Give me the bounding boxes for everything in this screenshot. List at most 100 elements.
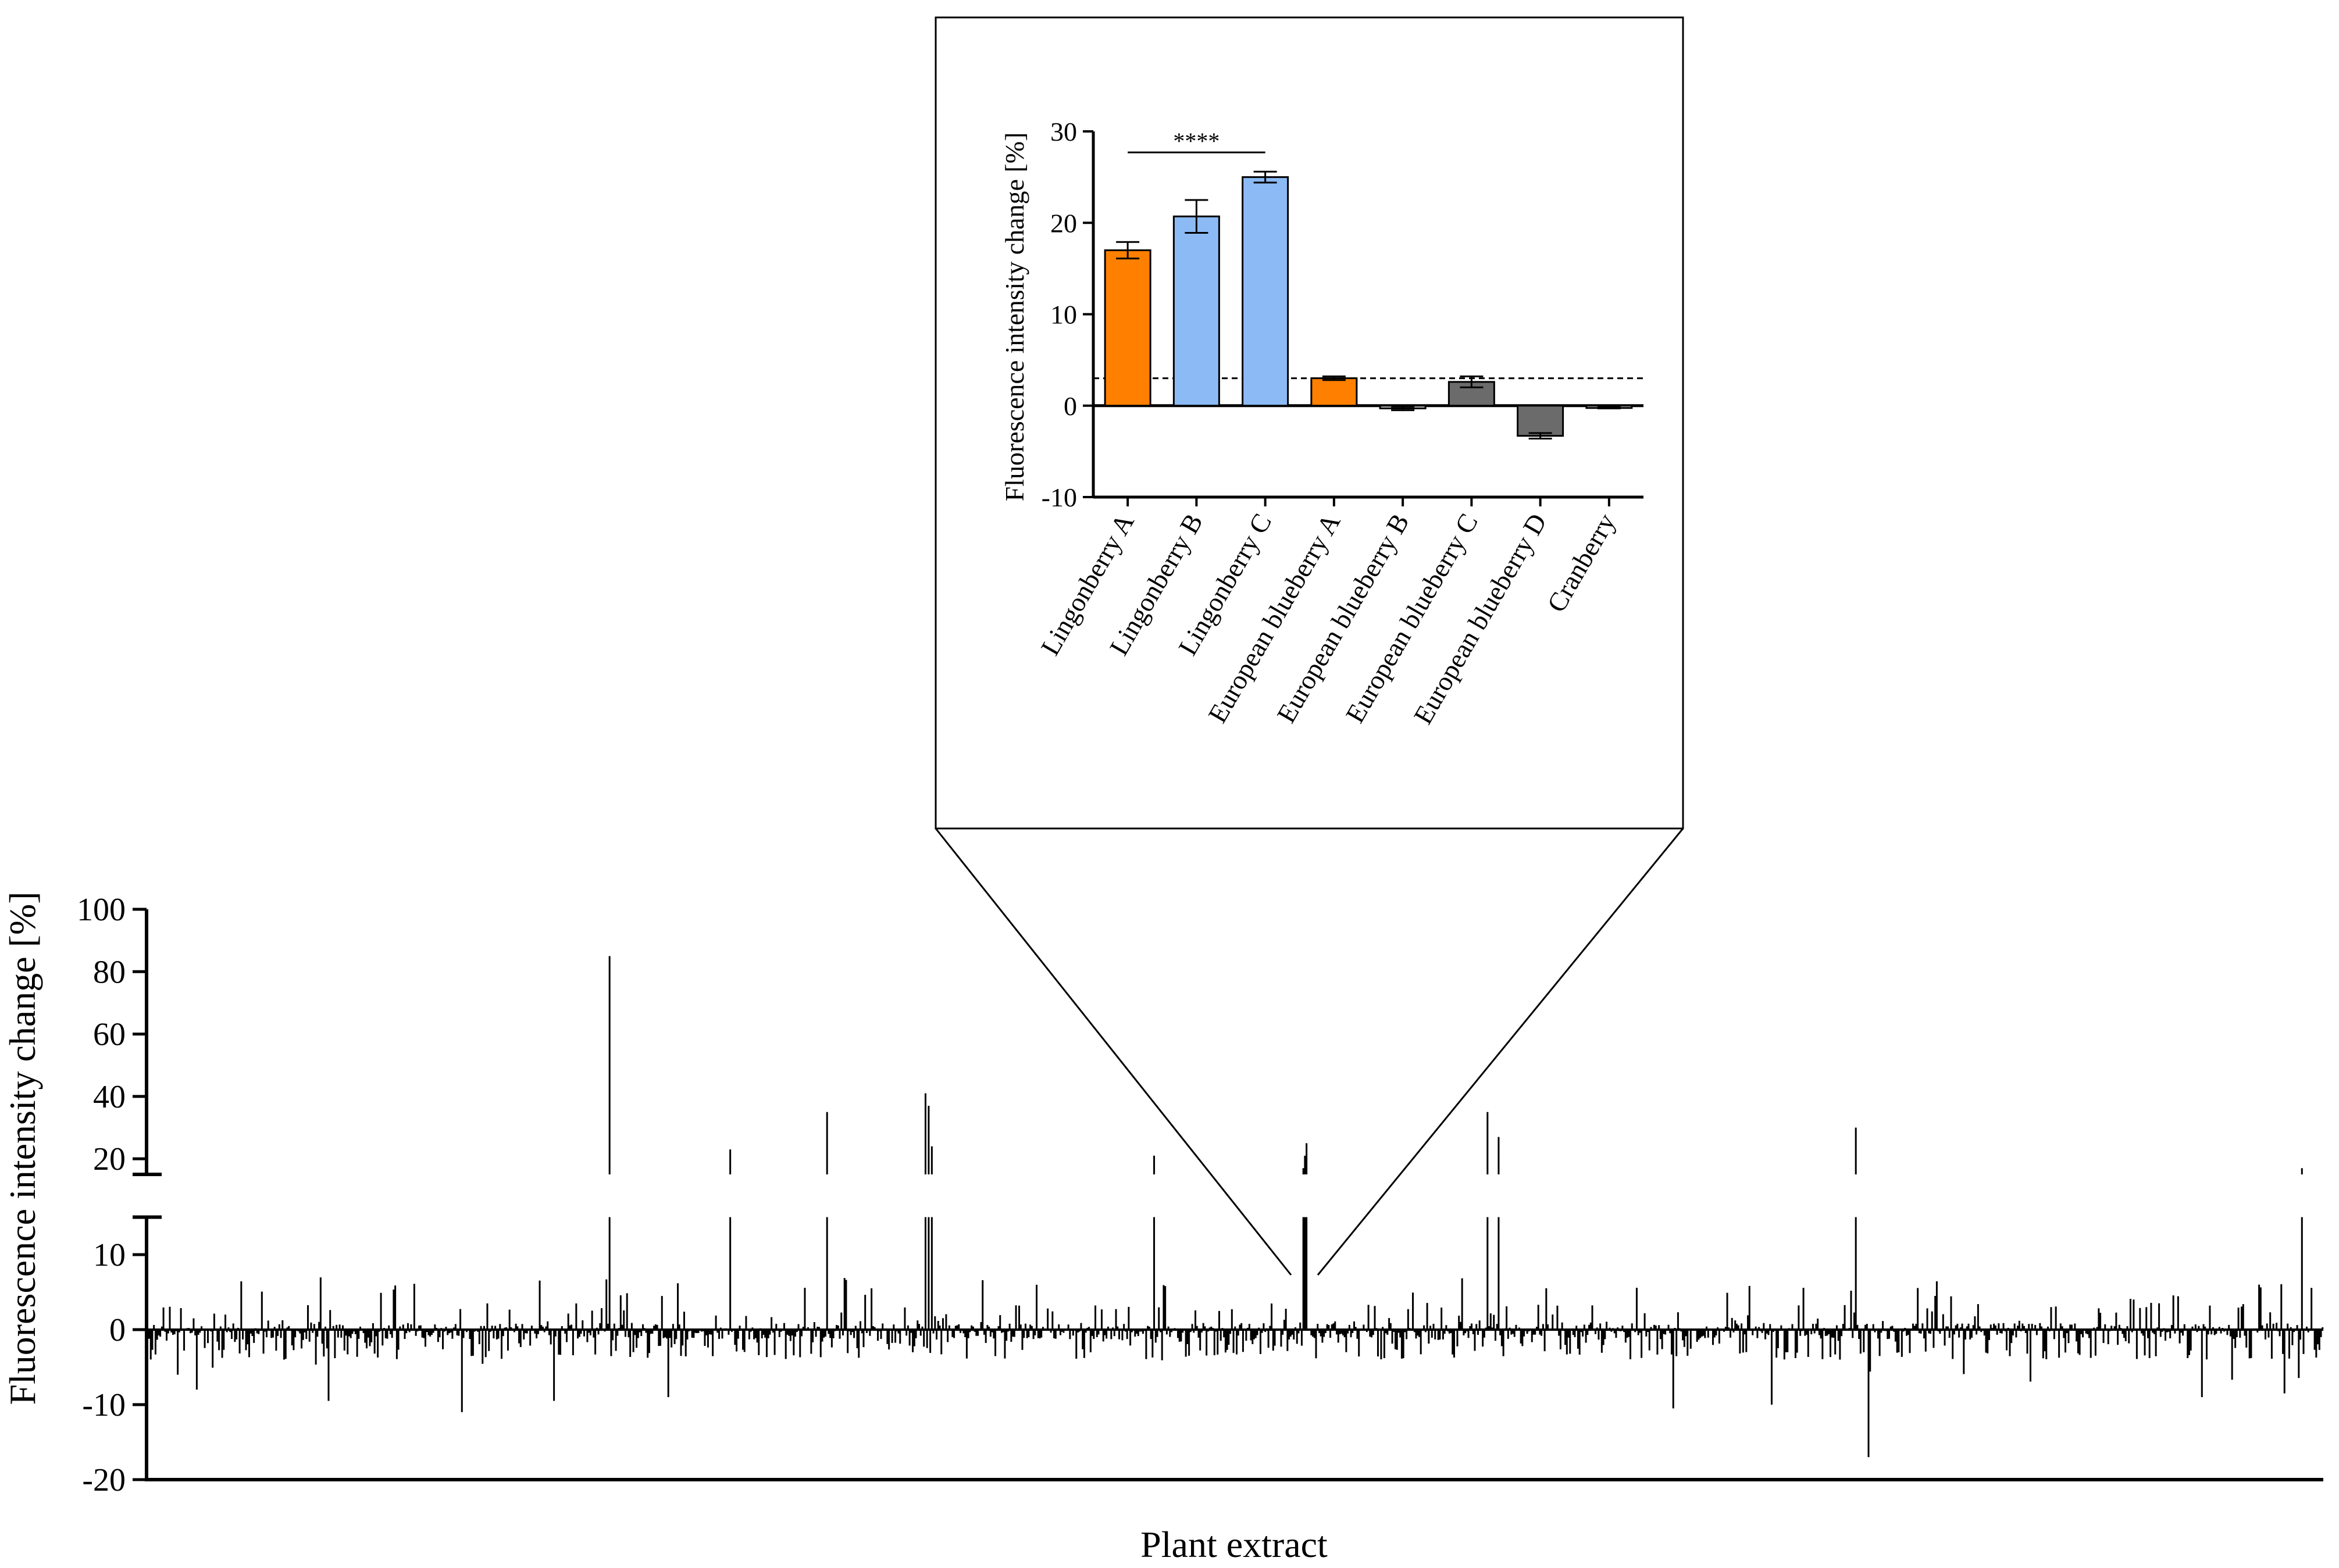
zoom-connector xyxy=(935,828,1684,1276)
main-bar xyxy=(1145,1330,1147,1359)
main-bar xyxy=(1928,1330,1930,1334)
main-bar xyxy=(2172,1295,2174,1330)
main-bar xyxy=(696,1330,698,1333)
main-bar xyxy=(2144,1330,2146,1356)
main-bar xyxy=(464,1328,466,1330)
main-bar xyxy=(1852,1330,1854,1338)
main-bar xyxy=(747,1330,749,1331)
main-bar xyxy=(1880,1330,1882,1333)
main-bar xyxy=(1867,1330,1870,1458)
main-bar xyxy=(1545,1288,1548,1330)
main-bar xyxy=(2135,1330,2138,1359)
main-bar xyxy=(1007,1330,1009,1332)
main-bar xyxy=(456,1330,458,1335)
main-bar xyxy=(1313,1330,1315,1338)
main-bar xyxy=(1753,1328,1755,1330)
main-bar xyxy=(465,1330,468,1333)
main-bar xyxy=(1050,1330,1052,1333)
zoom-line-right xyxy=(1317,828,1684,1276)
main-bar xyxy=(1804,1330,1806,1336)
main-chart: Fluorescence intensity change [%] Plant … xyxy=(2,891,2324,1565)
main-bar xyxy=(605,1279,608,1330)
main-bar xyxy=(2205,1330,2208,1360)
main-bar xyxy=(1580,1330,1582,1333)
main-bar xyxy=(1091,1330,1093,1336)
main-bar xyxy=(1621,1326,1624,1330)
main-bar xyxy=(818,1327,821,1330)
main-bar xyxy=(434,1324,436,1330)
main-bar xyxy=(1717,1327,1719,1330)
main-bar xyxy=(2002,1323,2005,1330)
main-bar xyxy=(567,1313,569,1330)
main-bar xyxy=(407,1323,409,1330)
main-bar xyxy=(2255,1328,2257,1330)
main-bar xyxy=(523,1330,525,1340)
main-bar xyxy=(1932,1330,1935,1348)
main-bar xyxy=(945,1314,947,1330)
main-bar xyxy=(1694,1329,1696,1330)
main-bar xyxy=(1841,1330,1843,1337)
main-bar xyxy=(1107,1326,1109,1330)
main-bar xyxy=(1715,1330,1717,1335)
main-bar xyxy=(1739,1330,1741,1354)
main-bar xyxy=(1961,1323,1963,1330)
main-bar xyxy=(1191,1324,1193,1330)
main-bar xyxy=(985,1330,987,1343)
main-bar xyxy=(483,1326,486,1330)
main-bar-upper xyxy=(928,1105,930,1174)
main-bar xyxy=(2187,1330,2189,1358)
main-bar xyxy=(294,1330,297,1338)
main-bar xyxy=(1283,1320,1285,1330)
main-bar xyxy=(2023,1326,2026,1330)
main-bar xyxy=(1585,1330,1587,1343)
main-bar xyxy=(2165,1330,2167,1341)
main-bar xyxy=(1269,1326,1271,1330)
main-bar xyxy=(796,1330,798,1333)
main-bar xyxy=(175,1330,177,1331)
main-bar xyxy=(1706,1326,1708,1330)
main-bar xyxy=(2015,1330,2017,1338)
main-bar xyxy=(1236,1330,1238,1355)
main-bar xyxy=(251,1330,254,1336)
main-bar xyxy=(169,1306,171,1330)
main-bar xyxy=(297,1330,299,1332)
main-bar xyxy=(626,1293,628,1330)
main-bar xyxy=(542,1326,544,1330)
main-bar xyxy=(1987,1330,1989,1353)
main-bar xyxy=(1837,1330,1839,1341)
main-bar xyxy=(971,1325,973,1330)
main-bar xyxy=(1647,1330,1649,1333)
main-bar xyxy=(332,1326,334,1330)
main-bar xyxy=(772,1330,774,1333)
main-bar xyxy=(1918,1330,1920,1334)
main-bar xyxy=(2088,1330,2090,1338)
main-bar xyxy=(1075,1330,1078,1359)
main-bar xyxy=(1953,1330,1955,1335)
main-bar xyxy=(1718,1330,1720,1344)
main-bar xyxy=(230,1330,233,1339)
main-bar xyxy=(1104,1330,1106,1335)
main-bar xyxy=(1100,1309,1103,1330)
main-bar xyxy=(1291,1330,1293,1335)
main-bar xyxy=(929,1330,932,1353)
main-bar xyxy=(1924,1330,1927,1352)
main-bar xyxy=(438,1330,441,1338)
main-bar xyxy=(1813,1330,1816,1334)
main-bar xyxy=(1941,1330,1943,1331)
main-bar xyxy=(345,1330,347,1336)
main-bar xyxy=(1112,1327,1114,1330)
main-bar xyxy=(1023,1330,1025,1338)
main-bar xyxy=(675,1330,678,1340)
main-bar xyxy=(1794,1330,1796,1358)
main-bar xyxy=(1197,1330,1200,1338)
main-bar xyxy=(1652,1330,1654,1331)
main-bar xyxy=(1815,1323,1817,1330)
main-bar xyxy=(2001,1330,2003,1334)
main-bar xyxy=(1413,1330,1415,1333)
main-bar xyxy=(2288,1330,2290,1359)
main-bar xyxy=(962,1330,965,1334)
main-bar xyxy=(2061,1326,2063,1330)
main-bar xyxy=(707,1330,709,1348)
main-bar xyxy=(537,1330,539,1334)
main-bar xyxy=(413,1284,415,1330)
